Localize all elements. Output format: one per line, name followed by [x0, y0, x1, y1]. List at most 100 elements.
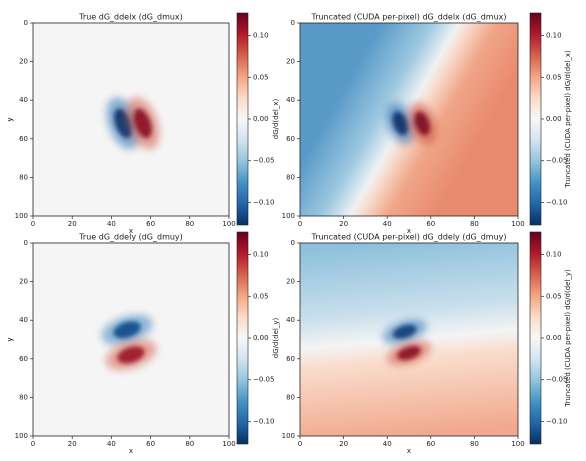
heatmap-blob [133, 108, 152, 139]
colorbar-tick-label: 0.00 [253, 334, 269, 342]
x-tick-label: 80 [185, 440, 194, 448]
heatmap-blob [117, 346, 145, 364]
heatmap-blob [113, 321, 141, 339]
colorbar-label: dG/d(del_x) [272, 98, 280, 139]
colorbar-label: Truncated (CUDA per-pixel) dG/d(del_x) [564, 50, 572, 189]
x-tick-label: 100 [511, 220, 524, 228]
colorbar-tick-label: −0.05 [253, 157, 274, 165]
y-tick-label: 80 [19, 173, 28, 181]
x-tick-label: 60 [146, 440, 155, 448]
y-tick-label: 20 [19, 278, 28, 286]
x-tick-label: 20 [68, 440, 77, 448]
y-tick-label: 100 [282, 212, 295, 220]
y-tick-label: 60 [286, 355, 295, 363]
colorbar-tick-label: 0.05 [546, 292, 562, 300]
x-tick-label: 60 [426, 440, 435, 448]
x-axis-label: x [129, 447, 133, 455]
colorbar-tick-label: 0.10 [253, 251, 269, 259]
y-tick-label: 20 [19, 58, 28, 66]
y-axis-label: y [6, 117, 14, 121]
y-tick-label: 0 [24, 239, 28, 247]
y-tick-label: 0 [291, 19, 295, 27]
x-tick-label: 40 [107, 220, 116, 228]
x-tick-label: 80 [470, 440, 479, 448]
colorbar-tick-label: −0.10 [253, 417, 274, 425]
x-tick-label: 20 [339, 440, 348, 448]
heatmap-blob [392, 111, 409, 136]
y-tick-label: 20 [286, 278, 295, 286]
x-tick-label: 40 [383, 440, 392, 448]
colorbar-label: dG/d(del_y) [272, 317, 280, 358]
colorbar-tick-label: 0.10 [253, 32, 269, 40]
x-tick-label: 60 [426, 220, 435, 228]
x-tick-label: 0 [298, 220, 302, 228]
chart-title: True dG_ddelx (dG_dmux) [78, 13, 183, 22]
y-tick-label: 40 [286, 96, 295, 104]
colorbar-tick-label: 0.10 [546, 251, 562, 259]
y-tick-label: 80 [19, 393, 28, 401]
chart-title: True dG_ddely (dG_dmuy) [78, 233, 183, 242]
y-tick-label: 80 [286, 393, 295, 401]
colorbar-tick-label: 0.05 [253, 73, 269, 81]
y-tick-label: 60 [286, 135, 295, 143]
x-axis-label: x [407, 227, 411, 235]
heatmap-image [33, 23, 229, 216]
y-tick-label: 80 [286, 173, 295, 181]
colorbar [236, 12, 249, 226]
x-tick-label: 0 [31, 440, 35, 448]
colorbar-tick-label: 0.05 [546, 73, 562, 81]
colorbar-tick-label: 0.00 [546, 115, 562, 123]
x-axis-label: x [407, 447, 411, 455]
y-tick-label: 40 [19, 96, 28, 104]
heatmap-image [300, 23, 518, 216]
x-tick-label: 60 [146, 220, 155, 228]
x-tick-label: 0 [31, 220, 35, 228]
y-tick-label: 60 [19, 135, 28, 143]
chart-title: Truncated (CUDA per-pixel) dG_ddelx (dG_… [310, 13, 506, 22]
colorbar-tick-label: 0.10 [546, 32, 562, 40]
x-tick-label: 100 [222, 440, 235, 448]
y-axis-label: y [6, 337, 14, 341]
heatmap-blob [414, 111, 430, 136]
x-tick-label: 100 [222, 220, 235, 228]
y-tick-label: 60 [19, 355, 28, 363]
colorbar-label: Truncated (CUDA per-pixel) dG/d(del_y) [564, 269, 572, 408]
heatmap-blob [397, 346, 421, 360]
x-axis-label: x [129, 227, 133, 235]
x-tick-label: 40 [383, 220, 392, 228]
colorbar-tick-label: −0.05 [546, 157, 567, 165]
x-tick-label: 0 [298, 440, 302, 448]
colorbar-tick-label: −0.10 [546, 417, 567, 425]
x-tick-label: 40 [107, 440, 116, 448]
y-axis-label: y [6, 337, 14, 341]
y-tick-label: 20 [286, 58, 295, 66]
colorbar [529, 231, 542, 445]
y-tick-label: 100 [282, 432, 295, 440]
y-tick-label: 0 [24, 19, 28, 27]
colorbar-tick-label: −0.10 [253, 198, 274, 206]
y-tick-label: 0 [291, 239, 295, 247]
plot-frame [32, 22, 230, 217]
x-tick-label: 20 [339, 220, 348, 228]
colorbar [529, 12, 542, 226]
heatmap-image [33, 243, 229, 436]
colorbar-tick-label: −0.10 [546, 198, 567, 206]
heatmap-blob [392, 324, 417, 339]
chart-title: Truncated (CUDA per-pixel) dG_ddely (dG_… [310, 233, 506, 242]
y-tick-label: 100 [15, 432, 28, 440]
colorbar-tick-label: −0.05 [546, 376, 567, 384]
colorbar-tick-label: 0.00 [546, 334, 562, 342]
y-tick-label: 40 [19, 316, 28, 324]
colorbar-tick-label: −0.05 [253, 376, 274, 384]
plot-frame [299, 22, 519, 217]
x-tick-label: 80 [470, 220, 479, 228]
colorbar [236, 231, 249, 445]
y-axis-label: y [6, 117, 14, 121]
x-tick-label: 100 [511, 440, 524, 448]
x-tick-label: 80 [185, 220, 194, 228]
